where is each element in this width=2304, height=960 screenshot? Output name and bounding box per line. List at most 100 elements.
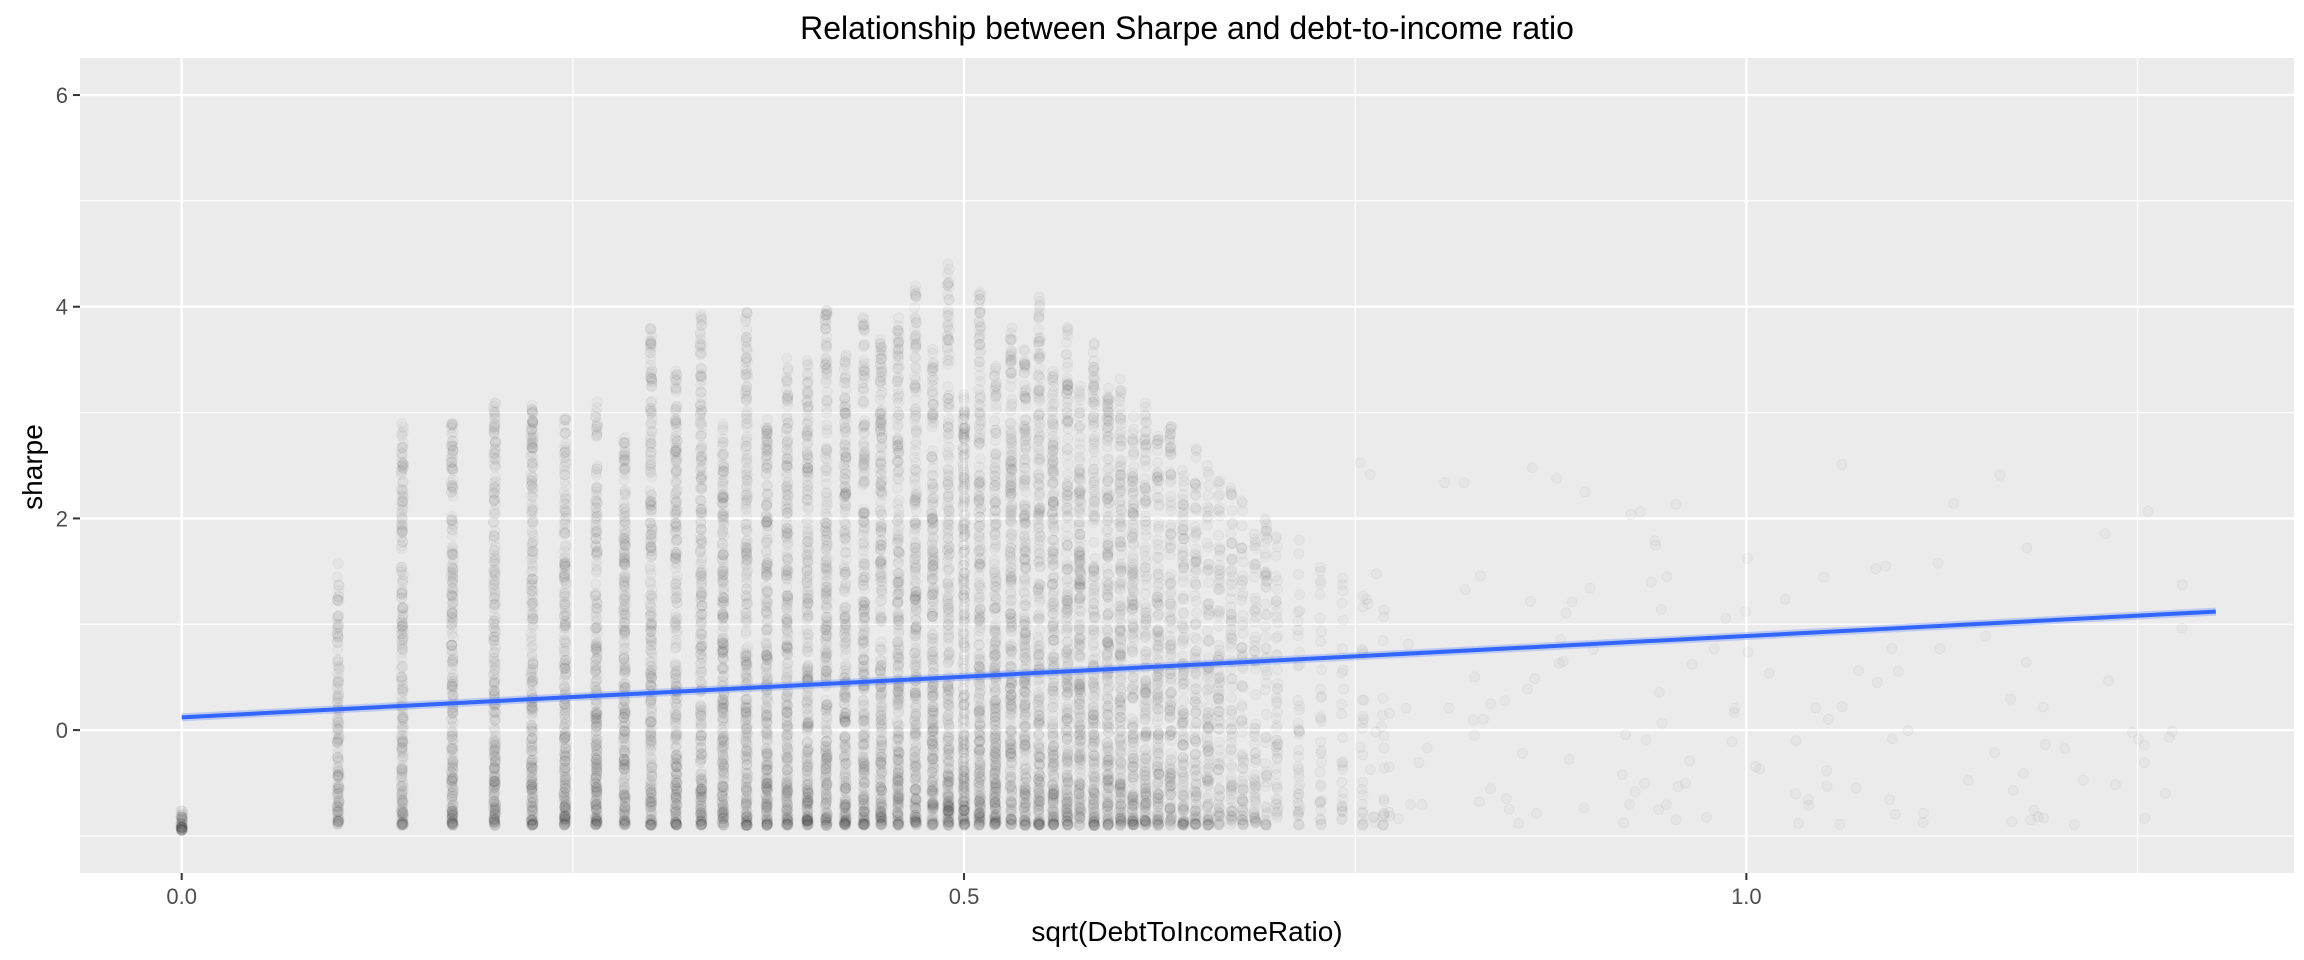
scatter-point <box>332 637 344 649</box>
scatter-point <box>525 796 537 808</box>
scatter-point <box>591 622 603 633</box>
scatter-point <box>395 564 407 576</box>
scatter-point <box>446 655 458 667</box>
scatter-point <box>332 818 344 830</box>
scatter-point <box>176 815 188 826</box>
scatter-point <box>332 783 344 795</box>
scatter-point <box>645 724 657 735</box>
scatter-point <box>560 427 572 439</box>
scatter-point <box>820 551 832 563</box>
scatter-point <box>176 825 188 837</box>
scatter-point <box>446 548 458 560</box>
scatter-point <box>488 615 500 627</box>
scatter-point <box>820 471 832 482</box>
scatter-point <box>396 797 408 809</box>
plot-panel <box>80 58 2294 873</box>
scatter-point <box>396 647 408 659</box>
scatter-point <box>397 735 409 747</box>
scatter-point <box>560 659 572 671</box>
scatter-point <box>488 665 500 677</box>
scatter-point <box>397 441 409 453</box>
scatter-point <box>396 540 408 552</box>
scatter-point <box>761 643 773 655</box>
scatter-point <box>670 365 682 377</box>
scatter-point <box>396 660 408 672</box>
scatter-point <box>446 740 458 752</box>
scatter-point <box>397 747 409 759</box>
scatter-point <box>820 789 832 801</box>
scatter-point <box>560 450 572 462</box>
scatter-point <box>488 509 500 521</box>
scatter-point <box>619 432 631 444</box>
scatter-point <box>396 782 408 793</box>
scatter-point <box>447 726 458 738</box>
scatter-point <box>559 561 570 573</box>
scatter-point <box>446 617 458 629</box>
scatter-point <box>696 404 708 416</box>
scatter-point <box>802 485 814 497</box>
scatter-point <box>671 534 683 546</box>
scatter-point <box>396 762 408 774</box>
scatter-point <box>527 481 539 493</box>
scatter-point <box>397 729 409 741</box>
scatter-point <box>397 496 409 508</box>
scatter-point <box>396 620 408 632</box>
scatter-point <box>742 565 753 577</box>
scatter-point <box>782 724 794 736</box>
scatter-point <box>670 768 682 780</box>
scatter-point <box>396 519 408 531</box>
scatter-point <box>396 812 408 824</box>
scatter-point <box>332 693 344 705</box>
scatter-point <box>718 664 730 676</box>
scatter-point <box>332 785 344 797</box>
scatter-point <box>446 742 457 754</box>
scatter-point <box>840 554 852 566</box>
scatter-point <box>590 540 601 552</box>
scatter-point <box>396 497 408 509</box>
scatter-point <box>694 418 706 430</box>
scatter-point <box>446 419 458 430</box>
scatter-point <box>332 815 344 826</box>
scatter-point <box>396 780 408 792</box>
scatter-point <box>397 711 409 722</box>
scatter-point <box>671 597 683 609</box>
scatter-point <box>447 569 459 581</box>
scatter-point <box>857 318 869 330</box>
scatter-point <box>331 806 343 818</box>
scatter-point <box>397 569 409 581</box>
scatter-point <box>695 442 707 454</box>
scatter-point <box>332 621 344 633</box>
scatter-point <box>396 765 408 777</box>
scatter-point <box>717 646 729 658</box>
scatter-point <box>397 777 409 789</box>
scatter-point <box>741 452 753 464</box>
scatter-point <box>395 771 407 783</box>
scatter-point <box>782 388 794 400</box>
scatter-point <box>395 466 407 478</box>
scatter-point <box>716 595 728 607</box>
scatter-point <box>447 567 459 579</box>
scatter-point <box>717 626 728 637</box>
scatter-point <box>760 468 772 480</box>
scatter-point <box>646 762 658 774</box>
scatter-point <box>446 570 457 582</box>
scatter-point <box>762 795 773 807</box>
scatter-point <box>177 812 189 824</box>
scatter-point <box>526 472 538 484</box>
scatter-point <box>397 806 408 818</box>
scatter-point <box>396 753 408 765</box>
scatter-point <box>447 583 459 594</box>
scatter-point <box>395 518 407 530</box>
scatter-point <box>332 696 343 708</box>
scatter-point <box>838 584 850 596</box>
scatter-point <box>397 536 409 548</box>
scatter-point <box>176 824 188 836</box>
scatter-point <box>332 644 344 656</box>
scatter-point <box>801 565 813 577</box>
scatter-point <box>821 727 833 739</box>
scatter-point <box>175 809 187 821</box>
scatter-point <box>446 440 458 452</box>
scatter-point <box>447 764 459 776</box>
scatter-point <box>395 624 407 636</box>
